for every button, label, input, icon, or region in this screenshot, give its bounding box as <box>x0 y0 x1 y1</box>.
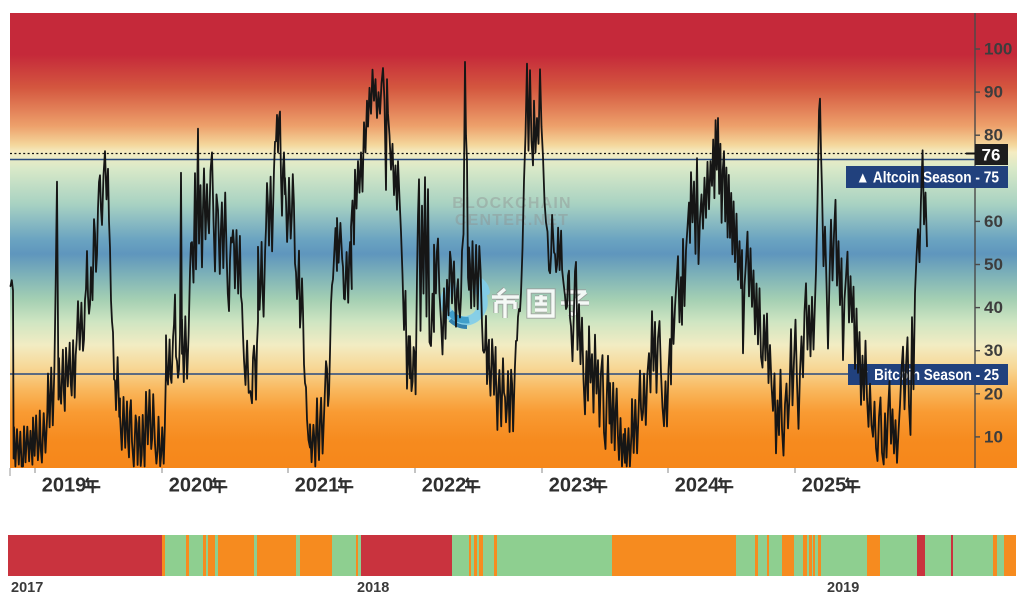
svg-text:30: 30 <box>984 341 1003 360</box>
svg-text:76: 76 <box>982 146 1001 165</box>
svg-text:2020: 2020 <box>169 475 214 497</box>
svg-text:100: 100 <box>984 40 1012 59</box>
svg-text:2021: 2021 <box>295 475 340 497</box>
svg-text:2024: 2024 <box>675 475 720 497</box>
svg-text:40: 40 <box>984 298 1003 317</box>
svg-text:20: 20 <box>984 384 1003 403</box>
svg-text:2025: 2025 <box>802 475 847 497</box>
svg-text:BLOCKCHAIN: BLOCKCHAIN <box>452 195 572 212</box>
svg-text:2019: 2019 <box>42 475 87 497</box>
svg-text:80: 80 <box>984 126 1003 145</box>
svg-text:60: 60 <box>984 212 1003 231</box>
svg-text:2022: 2022 <box>422 475 467 497</box>
svg-text:2018: 2018 <box>357 580 389 596</box>
svg-text:▲ Altcoin Season - 75: ▲ Altcoin Season - 75 <box>856 170 999 187</box>
svg-text:CENTER.NET: CENTER.NET <box>455 212 569 229</box>
svg-text:2023: 2023 <box>549 475 594 497</box>
svg-text:90: 90 <box>984 83 1003 102</box>
svg-text:▼ Bitcoin Season - 25: ▼ Bitcoin Season - 25 <box>857 367 999 384</box>
svg-text:2019: 2019 <box>827 580 859 596</box>
svg-text:2017: 2017 <box>11 580 43 596</box>
svg-text:50: 50 <box>984 255 1003 274</box>
svg-text:10: 10 <box>984 427 1003 446</box>
